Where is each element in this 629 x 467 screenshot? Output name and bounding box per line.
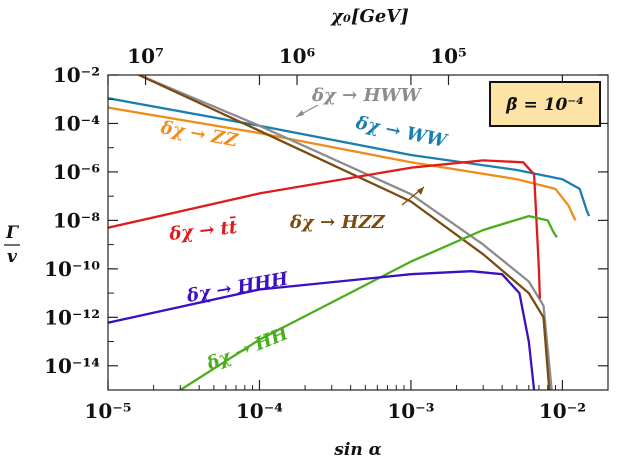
y-tick-label: 10⁻⁸	[53, 208, 100, 232]
series-label-hzz: δχ → HZZ	[289, 212, 386, 233]
y-tick-label: 10⁻¹⁰	[44, 257, 100, 281]
y-axis-title-denominator: v	[7, 247, 18, 267]
series-line-ww	[108, 97, 591, 217]
y-tick-label: 10⁻⁶	[53, 160, 100, 184]
x-tick-label: 10⁻⁵	[84, 399, 131, 423]
series-line-hzz	[138, 75, 551, 390]
top-tick-label: 10⁶	[279, 44, 316, 68]
labels-layer: 10⁻⁵ 10⁻⁴ 10⁻³ 10⁻² 10⁻² 10⁻⁴ 10⁻⁶ 10⁻⁸ 10⁻¹⁰ 10⁻…	[44, 44, 586, 423]
ticks-layer	[107, 74, 609, 391]
y-tick-label: 10⁻¹²	[44, 305, 100, 329]
top-tick-label: 10⁷	[127, 44, 164, 68]
plot-area	[108, 75, 608, 390]
hww-arrowhead-icon	[296, 110, 304, 117]
x-tick-label: 10⁻⁴	[236, 399, 283, 423]
series-line-hww	[138, 75, 553, 390]
series-line-tt	[108, 159, 542, 299]
hzz-arrowhead-icon	[417, 187, 424, 195]
parameter-box-text: β̄ = 10⁻⁴	[505, 95, 583, 115]
x-tick-label: 10⁻²	[539, 399, 586, 423]
parameter-box	[489, 81, 601, 127]
y-axis-title-numerator: Γ	[5, 223, 20, 243]
x-tick-label: 10⁻³	[387, 399, 434, 423]
top-axis-title: χ₀[GeV]	[329, 6, 409, 27]
y-tick-label: 10⁻⁴	[53, 111, 100, 135]
top-tick-label: 10⁵	[430, 44, 467, 68]
series-layer	[108, 75, 591, 390]
y-tick-label: 10⁻²	[53, 63, 100, 87]
x-axis-title: sin α	[333, 440, 381, 460]
series-line-hh	[179, 214, 558, 390]
plot-frame	[107, 74, 609, 391]
series-line-hhh	[108, 270, 536, 390]
y-tick-label: 10⁻¹⁴	[44, 354, 100, 378]
series-label-hww: δχ → HWW	[311, 85, 423, 106]
